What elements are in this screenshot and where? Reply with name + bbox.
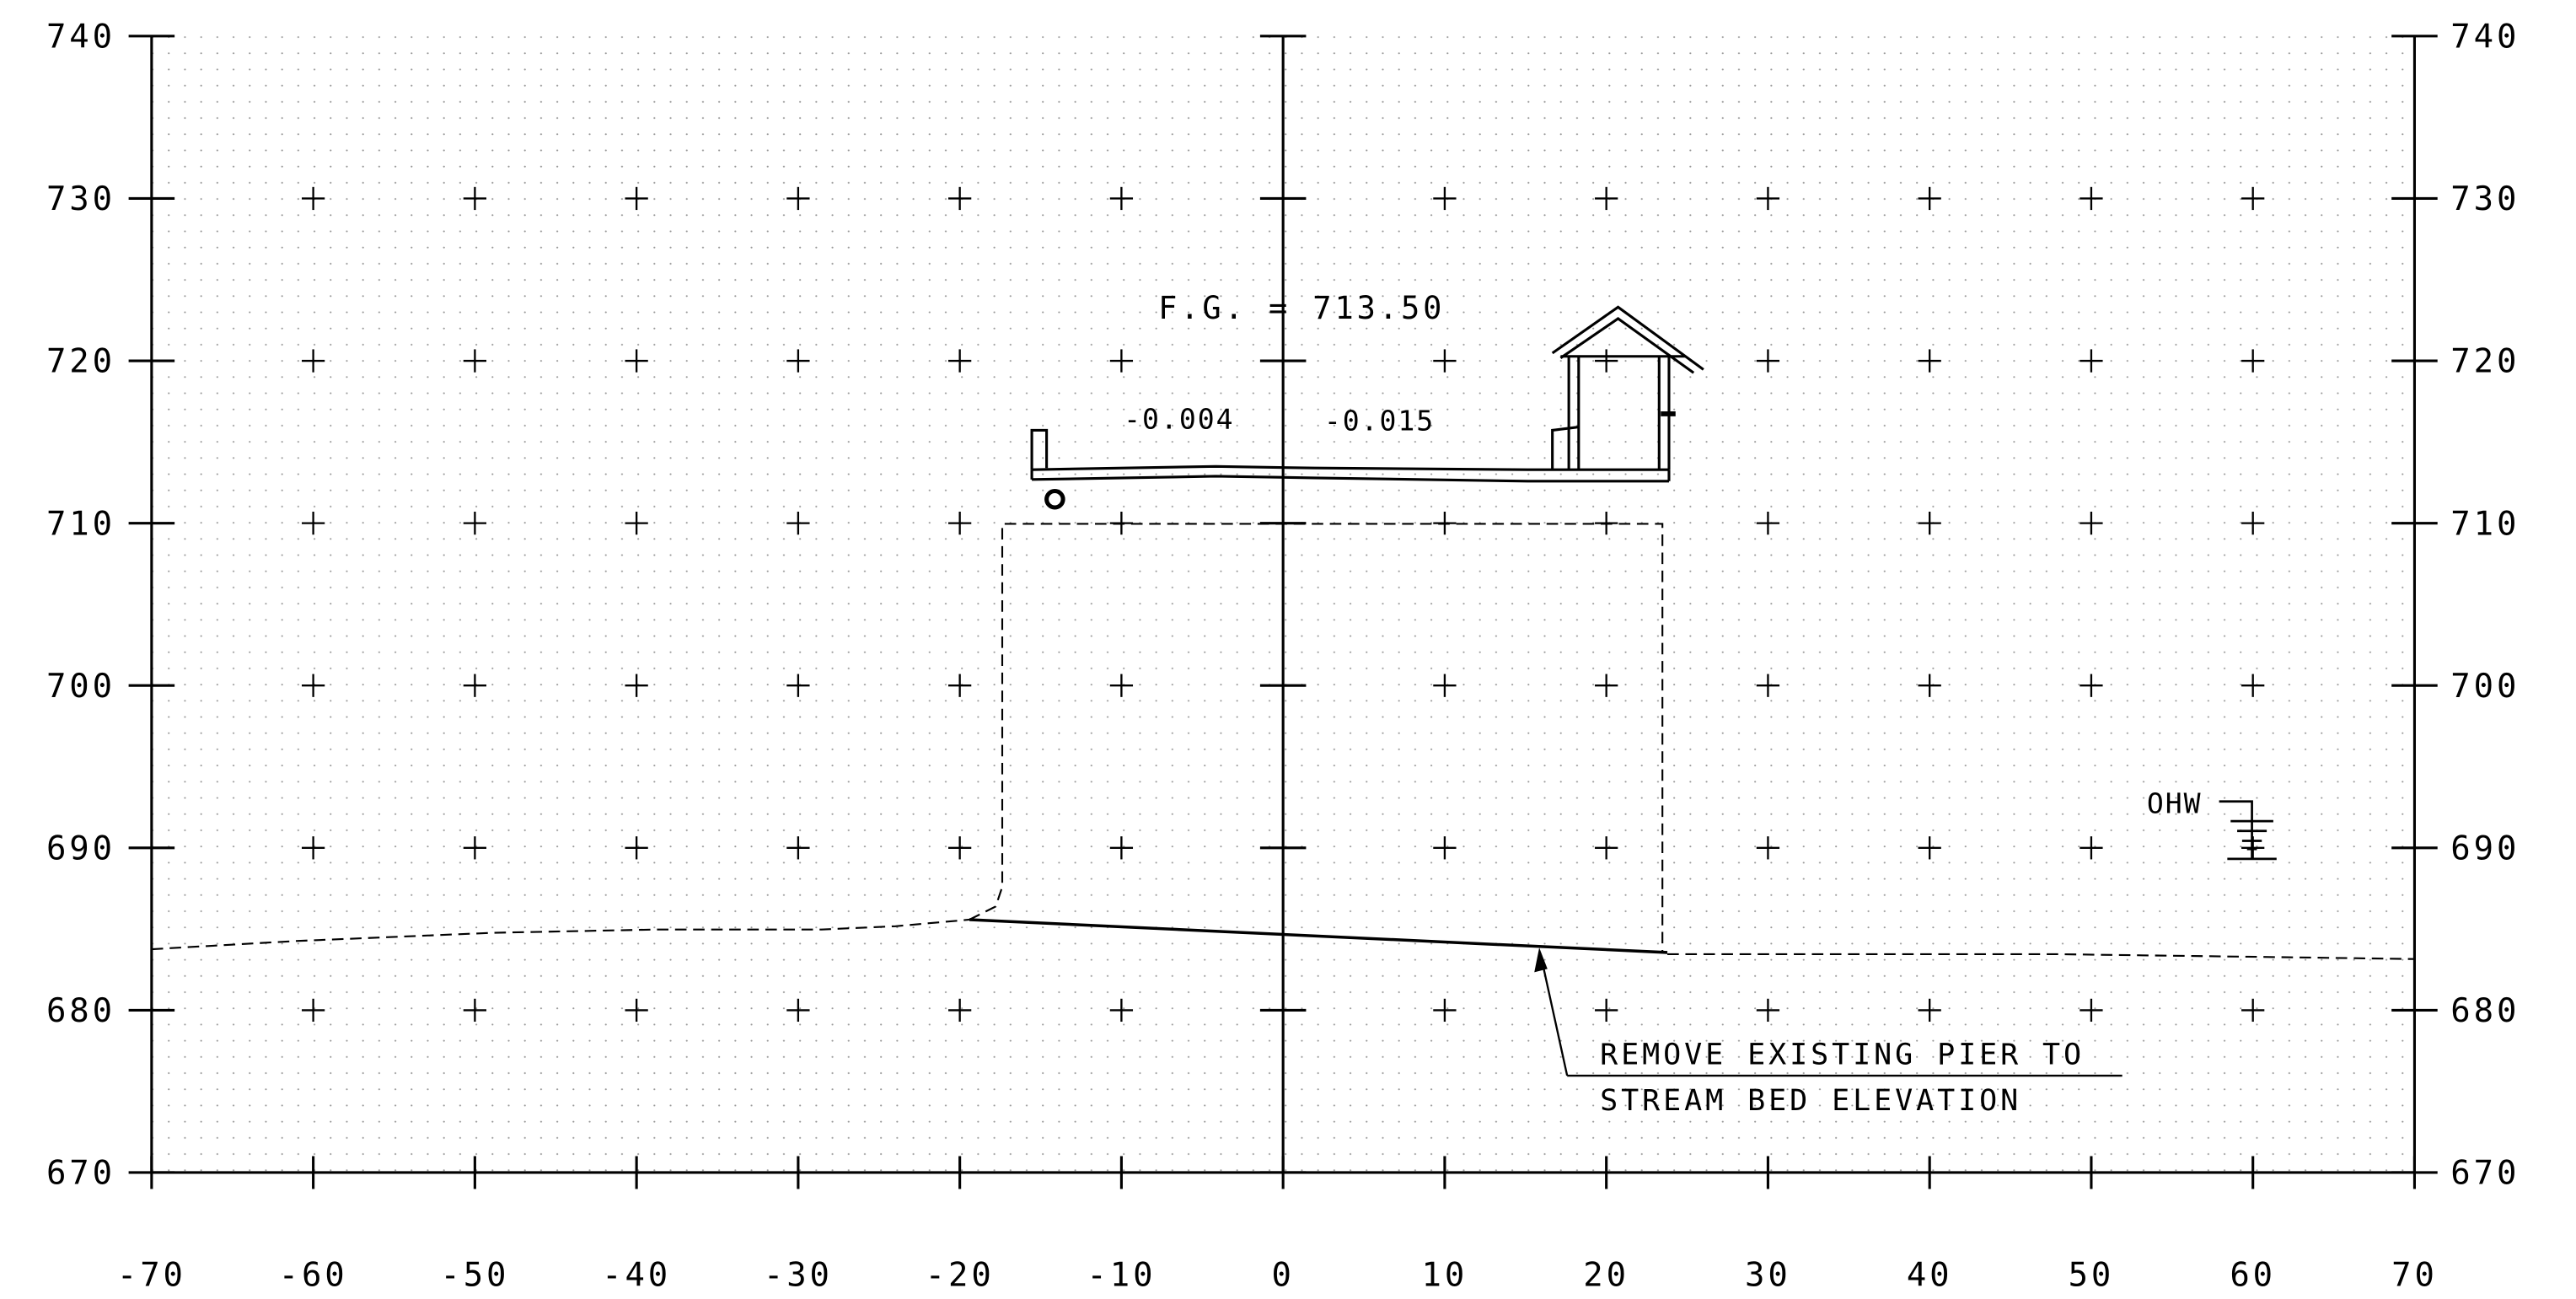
y-tick-label-left: 720 (46, 343, 115, 381)
x-tick-label: 10 (1422, 1256, 1468, 1294)
y-tick-labels-right: 740 730 720 710 700 690 680 670 (2450, 18, 2520, 1193)
shelter-structure (1551, 305, 1704, 470)
y-tick-label-right: 740 (2450, 18, 2520, 56)
x-tick-label: 50 (2069, 1256, 2115, 1294)
y-tick-label-left: 740 (46, 18, 115, 56)
x-tick-label: 70 (2391, 1256, 2438, 1294)
x-tick-label: -20 (926, 1256, 995, 1294)
y-tick-label-left: 710 (46, 505, 115, 543)
y-tick-label-right: 680 (2450, 992, 2520, 1030)
pier-removal-line (969, 918, 1668, 954)
x-tick-label: 20 (1583, 1256, 1629, 1294)
x-tick-label: -30 (764, 1256, 833, 1294)
y-tick-label-right: 670 (2450, 1155, 2520, 1193)
x-tick-label: -50 (440, 1256, 509, 1294)
x-tick-label: -70 (117, 1256, 186, 1294)
proposed-deck (1030, 428, 1671, 483)
y-tick-label-right: 700 (2450, 668, 2520, 706)
y-tick-label-left: 690 (46, 829, 115, 867)
y-tick-labels-left: 740 730 720 710 700 690 680 670 (46, 18, 115, 1193)
y-tick-label-left: 680 (46, 992, 115, 1030)
note-leader (1539, 955, 2123, 1077)
x-tick-label: 0 (1271, 1256, 1294, 1294)
y-tick-label-left: 700 (46, 668, 115, 706)
note-line-1: REMOVE EXISTING PIER TO (1600, 1037, 2085, 1071)
finished-grade-label: F.G. = 713.50 (1158, 290, 1445, 326)
cross-slope-right-label: -0.015 (1324, 404, 1435, 437)
ohw-label: OHW (2147, 786, 2203, 819)
x-tick-label: -40 (602, 1256, 671, 1294)
cross-slope-left-label: -0.004 (1124, 402, 1234, 435)
y-tick-label-left: 670 (46, 1155, 115, 1193)
y-tick-label-right: 710 (2450, 505, 2520, 543)
note-leader-arrowhead (1534, 947, 1548, 973)
y-tick-label-right: 720 (2450, 343, 2520, 381)
utility-conduit-icon (1044, 488, 1065, 510)
x-tick-label: 30 (1745, 1256, 1791, 1294)
x-tick-label: 40 (1907, 1256, 1953, 1294)
y-tick-label-left: 730 (46, 180, 115, 218)
note-line-2: STREAM BED ELEVATION (1600, 1083, 2021, 1118)
existing-pier-outline (969, 523, 1664, 953)
existing-ground-line (151, 918, 2415, 960)
axis-ticks (128, 35, 2438, 1189)
grid-crosses (301, 186, 2265, 1023)
x-tick-labels: -70 -60 -50 -40 -30 -20 -10 0 10 20 30 40 50 60 70 (117, 1256, 2438, 1294)
ohw-water-symbol (2219, 800, 2277, 861)
y-tick-label-right: 730 (2450, 180, 2520, 218)
x-tick-label: -10 (1087, 1256, 1156, 1294)
y-tick-label-right: 690 (2450, 829, 2520, 867)
x-tick-label: 60 (2230, 1256, 2276, 1294)
x-tick-label: -60 (279, 1256, 348, 1294)
